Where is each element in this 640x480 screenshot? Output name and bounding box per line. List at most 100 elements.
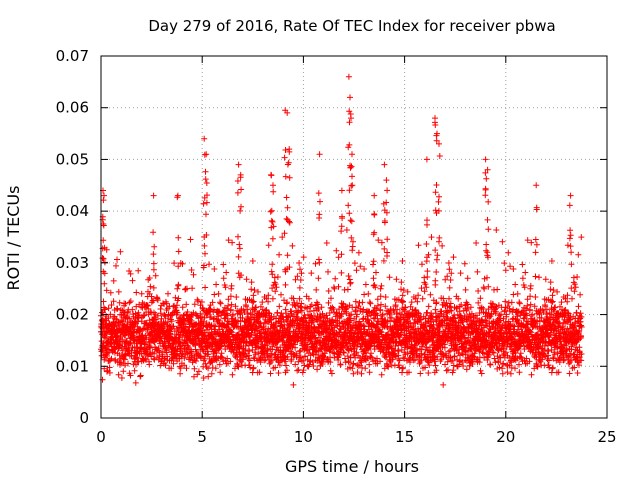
data-point [248, 286, 255, 293]
data-point [184, 309, 191, 315]
data-point [516, 300, 523, 307]
data-point [362, 365, 369, 372]
data-point [351, 260, 358, 267]
data-point [418, 285, 425, 292]
data-point [175, 234, 182, 241]
y-tick-label: 0.02 [56, 306, 89, 324]
y-tick-label: 0 [79, 409, 89, 427]
data-point [137, 326, 144, 333]
data-point [433, 269, 440, 275]
data-point [235, 233, 241, 240]
data-point [129, 322, 136, 329]
data-point [332, 275, 339, 282]
data-point [270, 188, 277, 195]
data-point [482, 156, 489, 163]
data-point [188, 348, 195, 355]
data-point [300, 254, 307, 261]
data-point [272, 288, 279, 295]
data-point [339, 215, 346, 222]
data-point [227, 293, 234, 300]
data-point [399, 258, 406, 264]
data-point [269, 295, 276, 302]
data-point [237, 207, 244, 214]
data-point [225, 302, 232, 309]
data-point [187, 236, 194, 243]
data-point [435, 198, 442, 205]
data-point [127, 340, 134, 347]
data-point [114, 305, 121, 312]
data-point [381, 245, 388, 252]
data-point [115, 371, 122, 378]
data-point [269, 218, 276, 225]
data-point [383, 177, 390, 184]
data-point [235, 253, 242, 260]
data-point [151, 350, 158, 357]
data-point [568, 285, 575, 292]
data-point [573, 309, 580, 316]
data-point [177, 370, 184, 377]
data-point [267, 208, 274, 215]
data-point [423, 241, 430, 247]
data-point [151, 243, 158, 250]
data-point [179, 304, 186, 311]
data-point [297, 266, 303, 273]
data-point [191, 373, 197, 380]
data-point [152, 311, 159, 318]
data-point [137, 345, 144, 351]
data-point [158, 315, 165, 322]
data-point [424, 221, 430, 228]
data-point [348, 115, 354, 122]
data-point [126, 315, 133, 322]
data-point [150, 192, 157, 199]
data-point [174, 309, 181, 316]
data-point [246, 333, 253, 339]
data-point [499, 238, 506, 245]
data-point [108, 302, 115, 308]
data-point [296, 284, 303, 291]
data-point [382, 294, 389, 300]
data-point [267, 370, 274, 377]
data-point [281, 154, 288, 161]
data-point [346, 210, 353, 217]
data-point [419, 295, 426, 302]
data-point [120, 368, 127, 375]
data-point [191, 301, 198, 308]
data-point [232, 303, 239, 310]
data-point [117, 248, 124, 255]
data-point [370, 275, 377, 282]
data-point [425, 370, 432, 376]
data-point [113, 316, 120, 323]
data-point [432, 362, 439, 369]
data-point [567, 232, 574, 239]
data-point [138, 290, 145, 297]
data-point [393, 276, 400, 283]
data-point [533, 241, 540, 248]
data-point [517, 350, 524, 357]
data-point [123, 313, 129, 320]
data-point [127, 270, 134, 277]
data-point [283, 194, 290, 201]
data-point [189, 285, 196, 292]
data-point [487, 361, 494, 368]
data-point [150, 266, 157, 273]
data-point [384, 187, 391, 194]
data-point [512, 281, 519, 288]
data-points [98, 73, 585, 388]
data-point [255, 288, 261, 295]
data-point [165, 290, 171, 297]
data-point [296, 260, 303, 266]
data-point [447, 277, 454, 283]
data-point [483, 175, 490, 182]
data-point [188, 267, 195, 273]
data-point [124, 308, 131, 315]
data-point [200, 375, 207, 381]
data-point [248, 279, 255, 286]
data-point [516, 299, 523, 306]
data-point [244, 306, 251, 313]
data-point [353, 267, 360, 274]
data-point [235, 363, 242, 370]
data-point [315, 190, 322, 197]
data-point [443, 367, 450, 374]
data-point [419, 261, 425, 268]
data-point [206, 261, 212, 268]
